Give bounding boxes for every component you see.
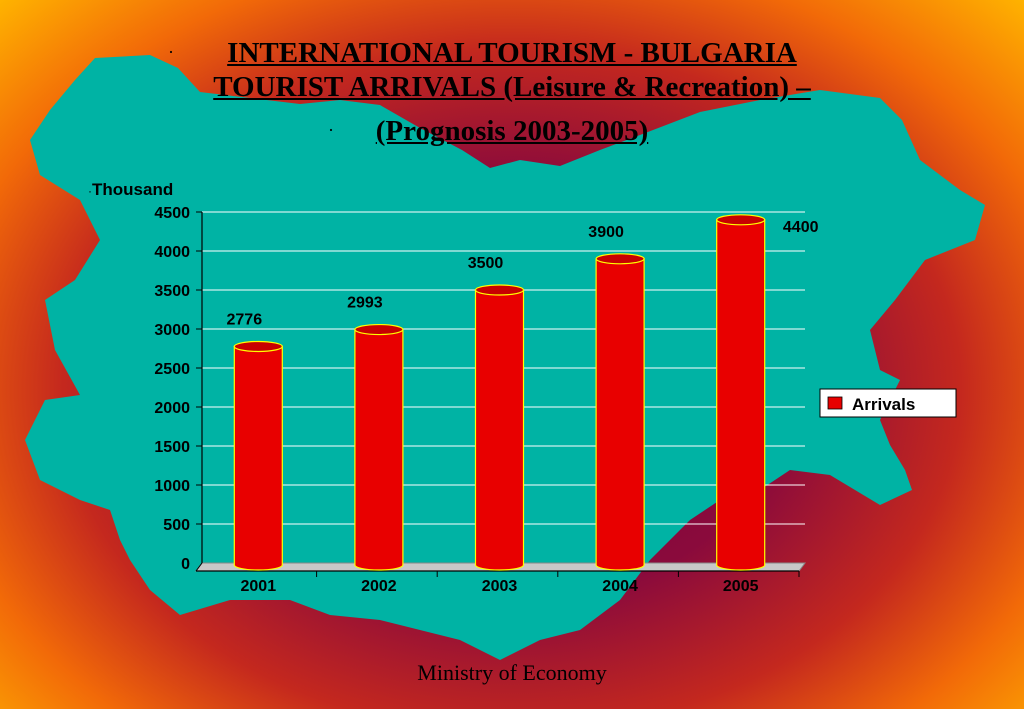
y-tick-label-4000: 4000 — [154, 244, 190, 261]
y-tick-label-1000: 1000 — [154, 478, 190, 495]
y-tick-label-0: 0 — [181, 556, 190, 573]
chart-title-line2: TOURIST ARRIVALS (Leisure & Recreation) … — [213, 71, 811, 103]
data-label-2004: 3900 — [588, 224, 624, 241]
chart-legend: Arrivals — [819, 388, 957, 418]
bar-2001 — [233, 345, 283, 571]
data-label-2001: 2776 — [227, 311, 263, 328]
y-tick-label-3000: 3000 — [154, 322, 190, 339]
bar-top-2003 — [474, 284, 525, 296]
bar-2002 — [354, 328, 404, 571]
bar-2004 — [595, 258, 645, 571]
legend-swatch-arrivals — [827, 396, 843, 410]
bar-top-2002 — [354, 323, 404, 336]
y-axis-unit-label: ·Thousand — [88, 180, 173, 200]
y-tick-label-2500: 2500 — [154, 361, 190, 378]
chart-labels: 2001 2776 2002 2993 2003 3500 2004 3900 2005 4400 — [227, 219, 819, 595]
y-axis-title: Thousand — [92, 180, 174, 199]
y-tick-label-1500: 1500 — [154, 439, 190, 456]
x-tick-label-2005: 2005 — [723, 578, 759, 595]
title-bullet-2: · — [328, 120, 334, 140]
x-tick-label-2004: 2004 — [602, 578, 638, 595]
data-label-2005: 4400 — [783, 219, 819, 236]
y-tick-label-2000: 2000 — [154, 400, 190, 417]
y-tick-mark-0 — [195, 562, 203, 572]
y-tick-label-3500: 3500 — [154, 283, 190, 300]
x-tick-label-2003: 2003 — [482, 578, 518, 595]
bar-top-2005 — [716, 214, 766, 226]
unit-bullet: · — [88, 184, 92, 198]
bar-top-2001 — [233, 340, 283, 353]
y-tick-label-500: 500 — [163, 517, 190, 534]
bar-2005 — [716, 219, 766, 571]
bar-2003 — [474, 289, 525, 571]
legend-box — [819, 388, 957, 418]
legend-label-arrivals: Arrivals — [852, 395, 915, 414]
y-tick-label-4500: 4500 — [154, 205, 190, 222]
x-tick-label-2002: 2002 — [361, 578, 397, 595]
chart-title-line3: (Prognosis 2003-2005) — [375, 115, 649, 147]
x-tick-label-2001: 2001 — [241, 578, 277, 595]
chart-bars — [233, 214, 766, 571]
data-label-2002: 2993 — [347, 295, 383, 312]
bar-top-2004 — [595, 253, 645, 265]
title-bullet-1: · — [168, 42, 174, 62]
data-label-2003: 3500 — [468, 255, 504, 272]
footer-ministry: Ministry of Economy — [417, 660, 607, 685]
chart-title-line1: INTERNATIONAL TOURISM - BULGARIA — [227, 37, 797, 69]
